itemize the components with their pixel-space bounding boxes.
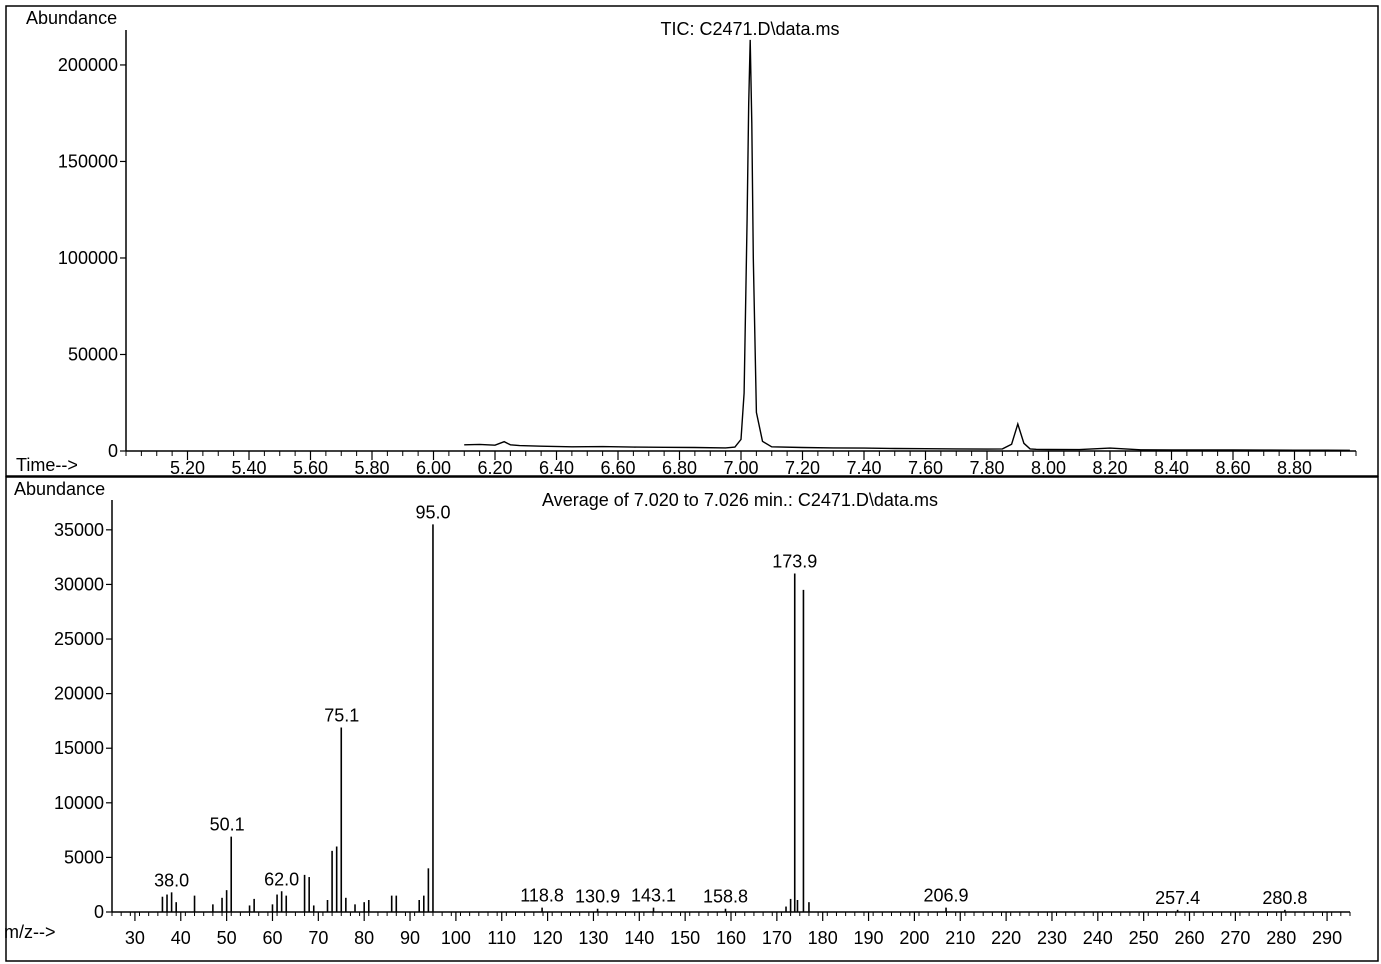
spectrum-x-tick-label: 90: [400, 928, 420, 948]
spectrum-x-tick-label: 40: [171, 928, 191, 948]
spectrum-peak-label: 143.1: [631, 886, 676, 906]
spectrum-x-tick-label: 270: [1220, 928, 1250, 948]
tic-x-tick-label: 7.60: [908, 458, 943, 478]
tic-x-tick-label: 8.60: [1215, 458, 1250, 478]
tic-title: TIC: C2471.D\data.ms: [660, 19, 839, 39]
spectrum-x-tick-label: 250: [1129, 928, 1159, 948]
spectrum-peak-labels: 38.0 50.1 62.0 75.1 95.0 118.8 130.9 143.1 158.8…: [154, 502, 1307, 907]
tic-y-tick-label: 150000: [58, 151, 118, 171]
tic-x-tick-label: 6.00: [416, 458, 451, 478]
tic-x-tick-label: 7.40: [846, 458, 881, 478]
tic-x-tick-label: 5.80: [354, 458, 389, 478]
spectrum-x-tick-label: 280: [1266, 928, 1296, 948]
spectrum-y-tick-label: 10000: [54, 793, 104, 813]
spectrum-peak-label: 130.9: [575, 887, 620, 907]
tic-y-axis-label: Abundance: [26, 8, 117, 28]
spectrum-x-tick-label: 70: [308, 928, 328, 948]
tic-frame: [5, 5, 1379, 477]
spectrum-x-tick-label: 100: [441, 928, 471, 948]
tic-x-tick-label: 6.60: [600, 458, 635, 478]
spectrum-x-tick-label: 200: [899, 928, 929, 948]
spectrum-peak-label: 257.4: [1155, 888, 1200, 908]
tic-x-tick-label: 6.20: [477, 458, 512, 478]
spectrum-peak-label: 62.0: [264, 869, 299, 889]
tic-x-tick-label: 8.80: [1277, 458, 1312, 478]
spectrum-x-tick-label: 120: [533, 928, 563, 948]
tic-y-tick-label: 50000: [68, 344, 118, 364]
tic-y-tick-label: 200000: [58, 55, 118, 75]
tic-x-tick-label: 7.00: [723, 458, 758, 478]
spectrum-y-tick-label: 35000: [54, 520, 104, 540]
spectrum-peak-label: 158.8: [703, 887, 748, 907]
spectrum-x-tick-label: 220: [991, 928, 1021, 948]
tic-x-tick-label: 8.40: [1154, 458, 1189, 478]
tic-y-tick-label: 0: [108, 441, 118, 461]
tic-y-ticks: 0 50000 100000 150000 200000: [58, 55, 126, 461]
spectrum-y-tick-label: 0: [94, 902, 104, 922]
spectrum-x-axis-label: m/z-->: [4, 922, 56, 942]
spectrum-y-axis-label: Abundance: [14, 479, 105, 499]
spectrum-peak-label: 280.8: [1262, 888, 1307, 908]
tic-x-tick-label: 6.40: [539, 458, 574, 478]
spectrum-peak-label: 38.0: [154, 870, 189, 890]
tic-x-tick-label: 8.00: [1031, 458, 1066, 478]
tic-x-tick-label: 5.20: [170, 458, 205, 478]
tic-x-tick-label: 7.80: [969, 458, 1004, 478]
spectrum-x-tick-label: 290: [1312, 928, 1342, 948]
spectrum-peak-label: 75.1: [324, 705, 359, 725]
spectrum-x-tick-label: 260: [1174, 928, 1204, 948]
tic-x-tick-label: 8.20: [1092, 458, 1127, 478]
tic-x-tick-label: 6.80: [662, 458, 697, 478]
tic-x-ticks: 5.20 5.40 5.60 5.80 6.00 6.20 6.40 6.60 6.80 7.00…: [125, 451, 1357, 478]
spectrum-x-tick-label: 60: [262, 928, 282, 948]
spectrum-x-tick-label: 150: [670, 928, 700, 948]
mass-spectrum-panel: Abundance Average of 7.020 to 7.026 min.…: [4, 476, 1379, 962]
tic-x-axis-label: Time-->: [16, 455, 78, 475]
spectrum-x-tick-label: 160: [716, 928, 746, 948]
spectrum-peak-label: 50.1: [210, 815, 245, 835]
spectrum-x-tick-label: 240: [1083, 928, 1113, 948]
spectrum-axes: [111, 500, 1350, 913]
spectrum-x-tick-label: 170: [762, 928, 792, 948]
spectrum-title: Average of 7.020 to 7.026 min.: C2471.D\…: [542, 490, 938, 510]
spectrum-x-tick-label: 140: [624, 928, 654, 948]
tic-axes: [125, 30, 1356, 452]
spectrum-bars: [161, 524, 1286, 912]
spectrum-x-tick-label: 180: [808, 928, 838, 948]
spectrum-x-tick-label: 50: [217, 928, 237, 948]
spectrum-y-tick-label: 30000: [54, 574, 104, 594]
spectrum-peak-label: 173.9: [772, 552, 817, 572]
spectrum-y-tick-label: 20000: [54, 684, 104, 704]
spectrum-peak-label: 95.0: [415, 502, 450, 522]
spectrum-y-ticks: 0 5000 10000 15000 20000 25000 30000 35000: [54, 520, 112, 922]
spectrum-x-tick-label: 80: [354, 928, 374, 948]
spectrum-x-tick-label: 190: [854, 928, 884, 948]
spectrum-x-ticks: 30 40 50 60 70 80 90 100 110 120 130 140 150 160 170 18…: [111, 912, 1351, 948]
tic-x-tick-label: 5.40: [231, 458, 266, 478]
spectrum-y-tick-label: 25000: [54, 629, 104, 649]
spectrum-y-tick-label: 15000: [54, 738, 104, 758]
spectrum-x-tick-label: 230: [1037, 928, 1067, 948]
spectrum-x-tick-label: 30: [125, 928, 145, 948]
spectrum-frame: [5, 476, 1379, 962]
spectrum-peak-label: 118.8: [520, 886, 564, 906]
tic-series-line: [464, 39, 1350, 451]
tic-x-tick-label: 5.60: [293, 458, 328, 478]
tic-x-tick-label: 7.20: [785, 458, 820, 478]
tic-y-tick-label: 100000: [58, 248, 118, 268]
spectrum-x-tick-label: 130: [578, 928, 608, 948]
spectrum-peak-label: 206.9: [924, 886, 969, 906]
tic-panel: Abundance TIC: C2471.D\data.ms Time--> 0…: [5, 5, 1379, 478]
spectrum-x-tick-label: 210: [945, 928, 975, 948]
spectrum-y-tick-label: 5000: [64, 847, 104, 867]
spectrum-x-tick-label: 110: [487, 928, 516, 948]
